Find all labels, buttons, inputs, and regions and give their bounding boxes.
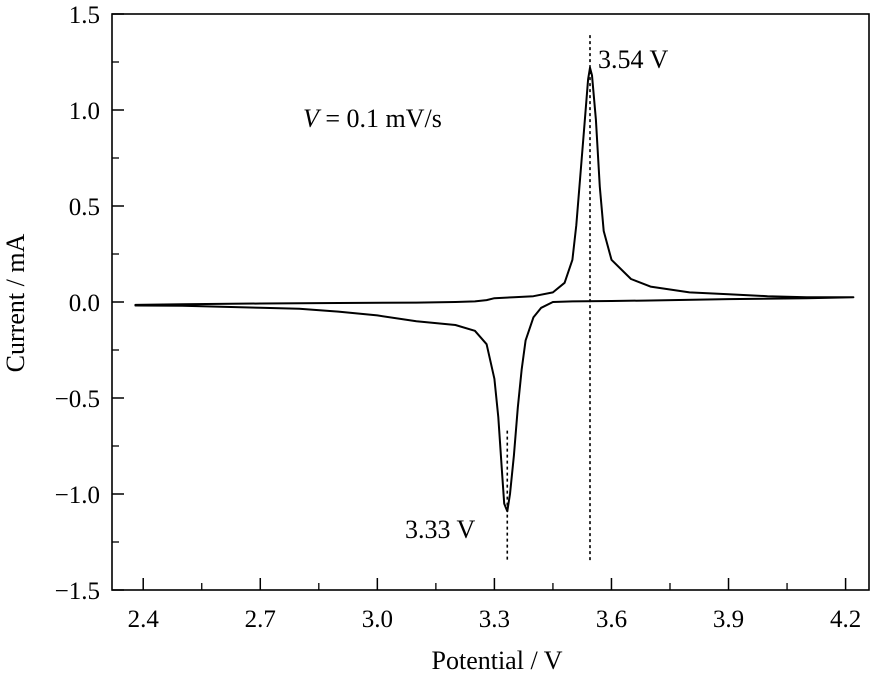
scan-rate-value: = 0.1 mV/s [319,104,442,133]
scan-rate-annotation: V = 0.1 mV/s [303,104,442,133]
y-axis-label: Current / mA [1,233,30,372]
x-tick-label: 2.4 [128,606,160,633]
x-tick-label: 3.0 [362,606,393,633]
x-tick-label: 3.3 [479,606,510,633]
peak-markers [506,35,591,562]
x-tick-label: 3.6 [596,606,627,633]
series-layer [134,66,855,513]
x-axis-label: Potential / V [432,646,563,673]
scan-rate-variable: V [303,104,322,133]
cathodic-peak-label: 3.33 V [405,515,476,544]
y-tick-label: 0.5 [69,194,100,221]
y-tick-label: 1.0 [69,98,100,125]
y-tick-label: 0.0 [69,290,100,317]
y-tick-label: −1.0 [55,482,100,509]
anodic-peak-label: 3.54 V [598,45,669,74]
x-tick-label: 4.2 [830,606,861,633]
y-tick-label: 1.5 [69,2,100,29]
y-tick-label: −1.5 [55,578,100,605]
cv-curve [134,66,855,513]
x-tick-label: 2.7 [245,606,276,633]
x-tick-label: 3.9 [713,606,744,633]
axis-ticks [112,13,847,591]
y-tick-label: −0.5 [55,386,100,413]
tick-labels: 2.4 2.7 3.0 3.3 3.6 3.9 4.2 −1.5 −1.0 −0.5 0.0 0.5 1… [55,2,862,633]
plot-frame [111,13,870,591]
